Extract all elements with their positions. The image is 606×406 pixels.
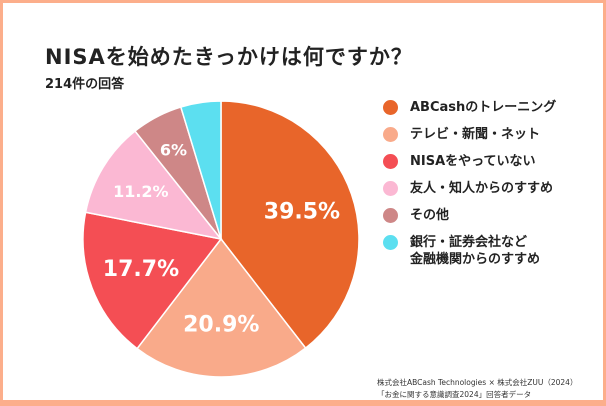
legend-item: ABCashのトレーニング (383, 99, 556, 116)
legend: ABCashのトレーニング テレビ・新聞・ネット NISAをやっていない友人・知人か… (383, 99, 556, 278)
chart-title: NISAを始めたきっかけは何ですか？ (45, 45, 413, 69)
legend-label: テレビ・新聞・ネット (410, 127, 541, 142)
pie-slice (136, 237, 307, 378)
source-line-2: 「お金に関する意識調査2024」回答者データ (377, 390, 532, 399)
slice-label: 17.7% (103, 257, 179, 282)
legend-swatch (383, 100, 398, 115)
source-note: 株式会社ABCash Technologies × 株式会社ZUU（2024） … (377, 377, 578, 400)
legend-label: 銀行・証券会社など 金融機関からのすすめ (410, 235, 541, 267)
pie-slice (84, 129, 223, 241)
legend-item: テレビ・新聞・ネット (383, 126, 556, 143)
legend-swatch (383, 181, 398, 196)
legend-swatch (383, 208, 398, 223)
chart-subtitle: 214件の回答 (45, 77, 125, 92)
source-line-1: 株式会社ABCash Technologies × 株式会社ZUU（2024） (377, 378, 578, 387)
legend-swatch (383, 154, 398, 169)
slice-label: 6% (160, 141, 187, 160)
legend-swatch (383, 235, 398, 250)
legend-item: 銀行・証券会社など 金融機関からのすすめ (383, 234, 556, 268)
legend-label: NISAをやっていない (410, 154, 536, 169)
legend-label: その他 (410, 208, 450, 223)
slice-label: 20.9% (183, 313, 259, 338)
pie-slice (82, 211, 223, 350)
legend-item: 友人・知人からのすすめ (383, 180, 556, 197)
slice-label: 11.2% (113, 182, 169, 201)
legend-swatch (383, 127, 398, 142)
pie-slice (220, 100, 360, 350)
legend-item: その他 (383, 207, 556, 224)
pie-chart: 39.5% 20.9% 17.7% 11.2% 6% (82, 100, 360, 378)
legend-label: 友人・知人からのすすめ (410, 181, 554, 196)
slice-label: 39.5% (264, 199, 340, 224)
pie-slice (179, 100, 222, 240)
legend-label: ABCashのトレーニング (410, 100, 557, 115)
legend-item: NISAをやっていない (383, 153, 556, 170)
